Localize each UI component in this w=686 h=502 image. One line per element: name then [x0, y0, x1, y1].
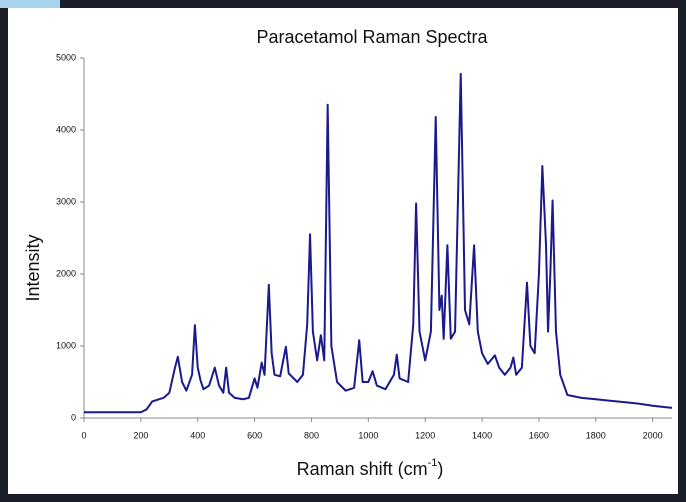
x-tick-label: 0: [81, 430, 86, 440]
y-tick-label: 5000: [56, 52, 76, 62]
x-tick-label: 1800: [586, 430, 606, 440]
x-tick-label: 1400: [472, 430, 492, 440]
x-tick-label: 1200: [415, 430, 435, 440]
x-axis-label: Raman shift (cm-1): [297, 457, 444, 479]
y-tick-label: 0: [71, 412, 76, 422]
x-tick-label: 800: [304, 430, 319, 440]
x-label-main: Raman shift (cm: [297, 459, 428, 479]
y-tick-label: 1000: [56, 340, 76, 350]
chart-title: Paracetamol Raman Spectra: [256, 27, 488, 47]
frame-accent: [0, 0, 60, 8]
x-tick-label: 1600: [529, 430, 549, 440]
spectrum-line: [84, 72, 673, 414]
x-tick-label: 400: [190, 430, 205, 440]
panel: [8, 8, 678, 494]
x-tick-label: 2000: [643, 430, 663, 440]
x-label-end: ): [437, 459, 443, 479]
x-tick-label: 600: [247, 430, 262, 440]
x-tick-label: 200: [133, 430, 148, 440]
y-tick-label: 4000: [56, 124, 76, 134]
y-tick-label: 3000: [56, 196, 76, 206]
x-tick-label: 1000: [358, 430, 378, 440]
y-tick-label: 2000: [56, 268, 76, 278]
x-label-sup: -1: [428, 457, 438, 469]
y-axis-label: Intensity: [23, 234, 43, 301]
